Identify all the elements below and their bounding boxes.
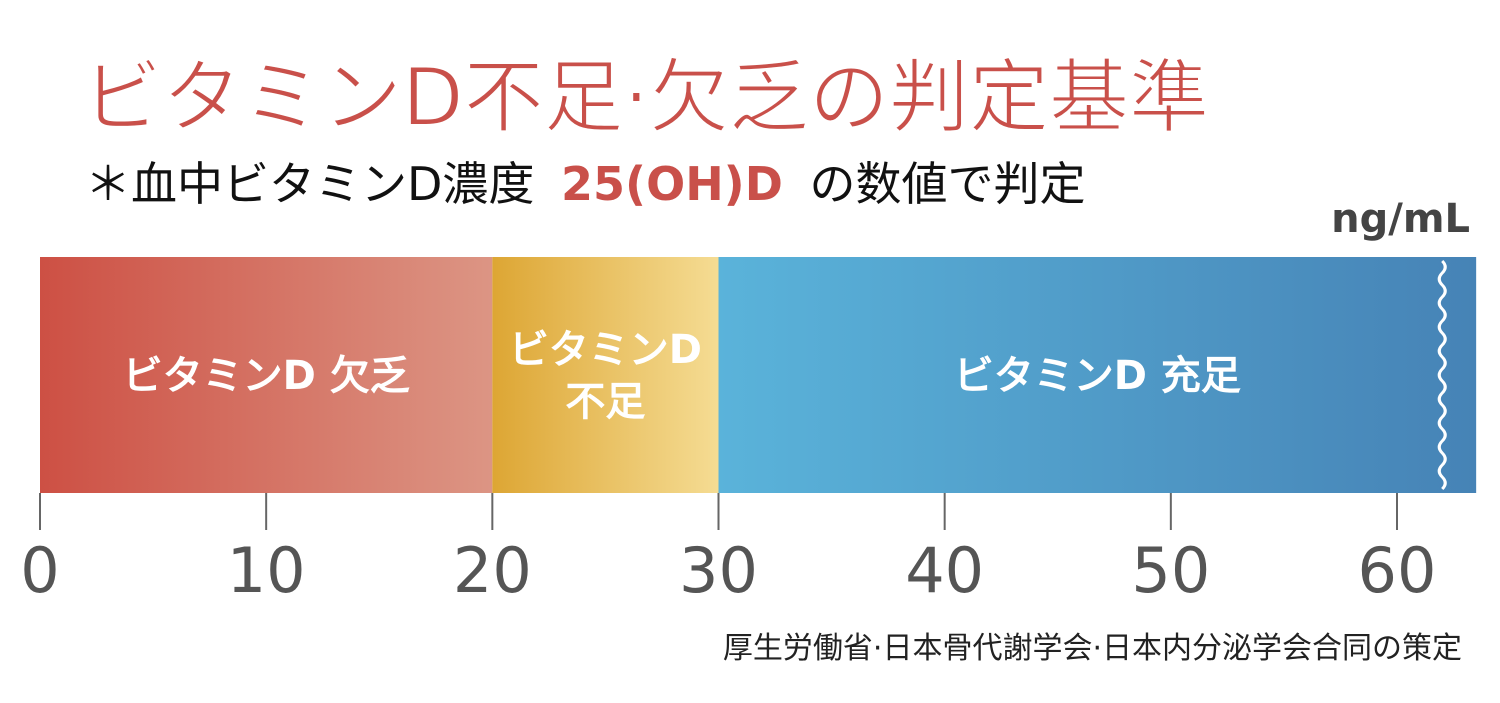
source-note: 厚生労働省·日本骨代謝学会·日本内分泌学会合同の策定	[723, 631, 1462, 666]
segment-label: ビタミンD 充足	[954, 353, 1241, 399]
segment-label: ビタミンD 不足	[509, 327, 702, 425]
x-tick-label: 50	[1131, 534, 1210, 607]
x-tick-label: 10	[227, 534, 306, 607]
x-tick-label: 30	[679, 534, 758, 607]
x-tick-label: 0	[20, 534, 59, 607]
x-tick-label: 60	[1358, 534, 1437, 607]
range-segment	[718, 257, 1477, 493]
subtitle-highlight: 25(OH)D	[561, 157, 783, 211]
axis-break	[1437, 259, 1447, 491]
subtitle-part: ＊血中ビタミンD濃度	[85, 157, 534, 211]
x-tick-label: 20	[453, 534, 532, 607]
range-segment	[492, 257, 719, 493]
x-tick-label: 40	[905, 534, 984, 607]
range-segment	[40, 257, 493, 493]
segment-label: ビタミンD 欠乏	[123, 353, 410, 399]
chart-title: ビタミンD不足·欠乏の判定基準	[82, 51, 1209, 144]
subtitle: ＊血中ビタミンD濃度 25(OH)D の数値で判定	[85, 157, 1086, 211]
subtitle-part: の数値で判定	[810, 157, 1086, 211]
unit-label: ng/mL	[1331, 196, 1470, 242]
